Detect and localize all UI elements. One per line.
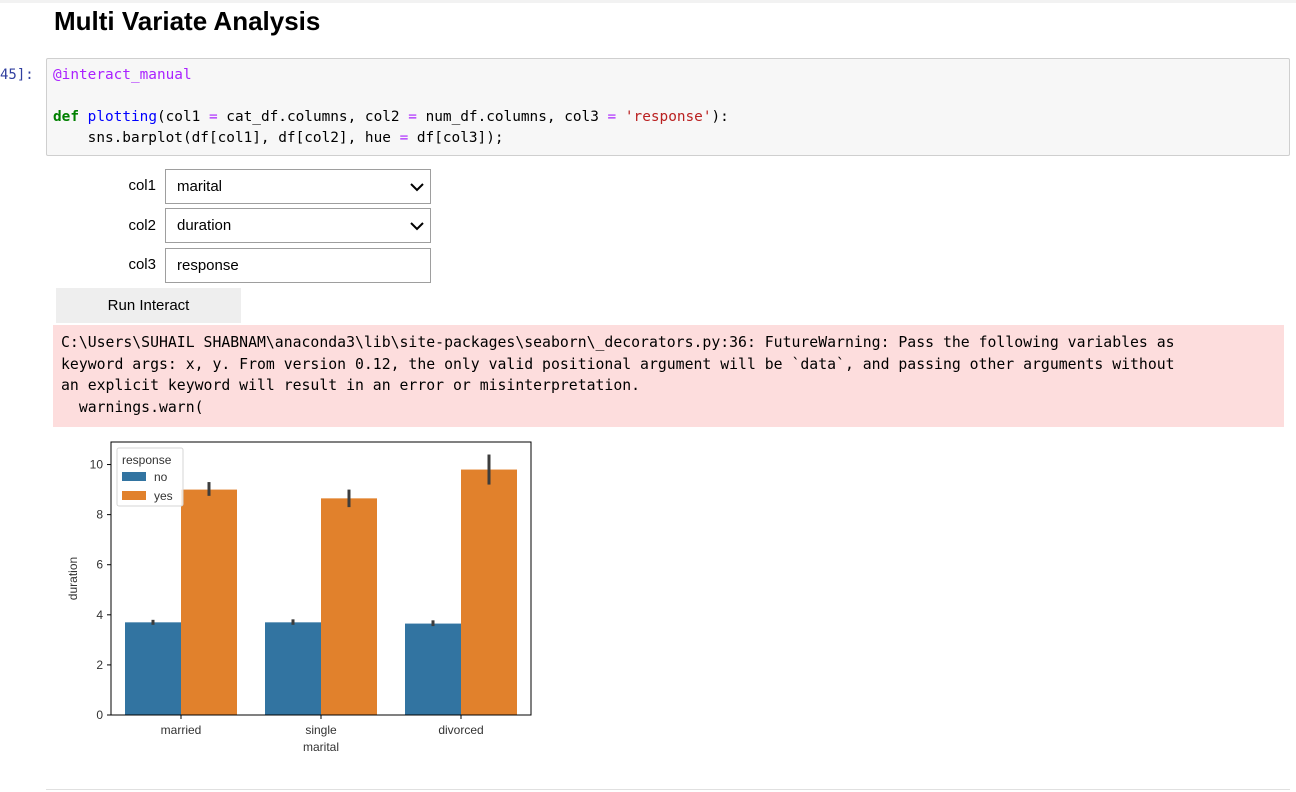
operator-token: = [208, 109, 218, 125]
y-tick-label: 8 [96, 508, 103, 522]
warning-output: C:\Users\SUHAIL SHABNAM\anaconda3\lib\si… [53, 325, 1284, 427]
warning-line: an explicit keyword will result in an er… [61, 377, 641, 394]
cell-prompt: 45]: [0, 67, 34, 83]
legend-swatch-yes [122, 491, 146, 500]
x-axis-label: marital [303, 740, 339, 754]
col1-selected-value: marital [177, 178, 223, 195]
code-text: cat_df.columns, col2 [217, 109, 409, 125]
code-text: df[col3]); [408, 130, 504, 146]
operator-token: = [408, 109, 417, 125]
chevron-down-icon [410, 183, 424, 192]
top-divider [0, 0, 1296, 3]
legend-label-no: no [154, 470, 168, 484]
code-text [616, 109, 625, 125]
string-token: 'response' [624, 109, 712, 125]
operator-token: = [399, 130, 409, 146]
code-line-decorator: @interact_manual [53, 65, 192, 86]
col2-dropdown[interactable]: duration [165, 208, 431, 243]
col3-input-value: response [177, 257, 239, 274]
code-text: ): [711, 109, 729, 125]
col2-label: col2 [128, 217, 156, 234]
code-line-def: def plotting(col1 = cat_df.columns, col2… [53, 107, 729, 128]
code-cell[interactable]: @interact_manual def plotting(col1 = cat… [46, 58, 1290, 156]
cell-divider [46, 789, 1290, 790]
col3-label: col3 [128, 256, 156, 273]
bar-yes-married [181, 489, 237, 715]
bar-yes-divorced [461, 469, 517, 715]
y-tick-label: 4 [96, 608, 103, 622]
warning-line: C:\Users\SUHAIL SHABNAM\anaconda3\lib\si… [61, 334, 1175, 351]
keyword-token: def [53, 109, 79, 125]
bar-no-divorced [405, 623, 461, 715]
y-tick-label: 6 [96, 558, 103, 572]
chevron-down-icon [410, 222, 424, 231]
x-tick-label: divorced [438, 723, 483, 737]
y-tick-label: 10 [90, 458, 104, 472]
y-axis-label: duration [66, 557, 80, 600]
col2-selected-value: duration [177, 217, 232, 234]
function-name-token: plotting [87, 109, 157, 125]
code-text: (col1 [156, 109, 209, 125]
code-text: sns.barplot(df[col1], df[col2], hue [53, 130, 400, 146]
run-interact-button[interactable]: Run Interact [56, 288, 241, 323]
y-tick-label: 0 [96, 708, 103, 722]
legend-title: response [122, 453, 172, 467]
bar-chart: married single divorced 0 2 4 6 8 10 marital durat… [66, 441, 532, 754]
plot-frame [110, 441, 532, 716]
col3-text-input[interactable]: response [165, 248, 431, 283]
bar-yes-single [321, 498, 377, 715]
legend-label-yes: yes [154, 489, 173, 503]
warning-line: warnings.warn( [61, 398, 204, 416]
code-text: num_df.columns, col3 [416, 109, 608, 125]
decorator-token: @interact_manual [53, 67, 192, 83]
col1-dropdown[interactable]: marital [165, 169, 431, 204]
legend-swatch-no [122, 472, 146, 481]
bar-no-single [265, 622, 321, 715]
col1-label: col1 [128, 177, 156, 194]
operator-token: = [607, 109, 617, 125]
x-tick-label: married [161, 723, 202, 737]
section-heading: Multi Variate Analysis [54, 6, 321, 36]
code-line-barplot: sns.barplot(df[col1], df[col2], hue = df… [53, 128, 504, 149]
x-tick-label: single [305, 723, 337, 737]
bar-no-married [125, 622, 181, 715]
y-tick-label: 2 [96, 658, 103, 672]
warning-line: keyword args: x, y. From version 0.12, t… [61, 355, 1175, 373]
